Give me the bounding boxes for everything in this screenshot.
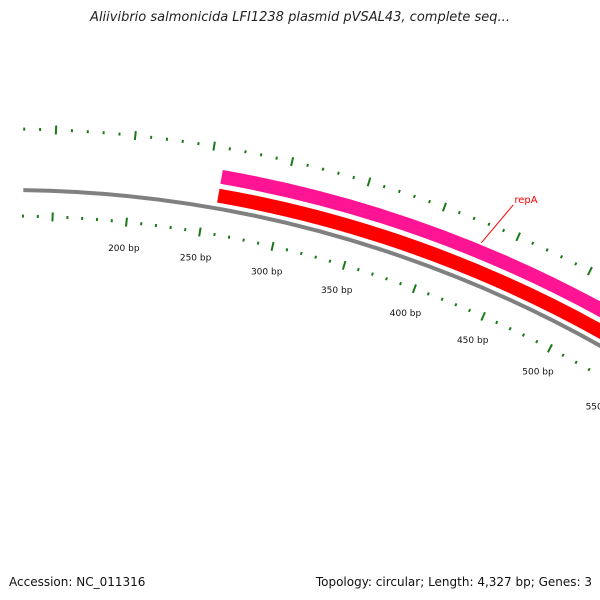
inner-tick: [561, 353, 565, 358]
outer-tick: [259, 153, 263, 157]
repA-label-line: [480, 204, 514, 244]
outer-tick: [366, 177, 372, 187]
outer-tick: [228, 147, 232, 151]
inner-tick: [426, 292, 430, 296]
outer-tick: [545, 248, 549, 252]
tick-labels: 200 bp 250 bp 300 bp 350 bp 400 bp 450 bp 500 …: [108, 244, 600, 413]
inner-tick: [495, 320, 499, 325]
tick-label: 250 bp: [180, 254, 212, 264]
inner-tick: [270, 241, 275, 252]
outer-tick: [457, 210, 461, 215]
outer-tick: [441, 202, 447, 212]
outer-tick: [290, 157, 295, 167]
outer-tick: [502, 228, 506, 233]
feature-arc-repA[interactable]: [220, 170, 600, 413]
tick-label: 400 bp: [390, 309, 422, 319]
inner-tick: [587, 367, 591, 372]
outer-tick: [244, 150, 247, 154]
inner-tick: [411, 284, 417, 294]
feature-arc-cds[interactable]: [217, 188, 600, 429]
inner-tick: [535, 339, 539, 344]
inner-tick: [299, 251, 303, 256]
inner-tick: [356, 267, 360, 272]
map-title: Aliivibrio salmonicida LFI1238 plasmid p…: [90, 10, 510, 25]
inner-tick: [480, 311, 486, 321]
outer-tick: [428, 199, 431, 204]
outer-tick: [337, 171, 340, 175]
inner-tick: [385, 277, 388, 281]
outer-tick: [531, 241, 535, 246]
outer-tick: [382, 184, 386, 189]
inner-tick: [454, 303, 458, 307]
plasmid-backbone: [23, 188, 600, 349]
tick-label: 450 bp: [457, 336, 489, 346]
outer-tick: [321, 167, 325, 171]
outer-tick: [212, 141, 216, 151]
inner-tick: [341, 260, 347, 270]
outer-tick: [413, 194, 416, 199]
inner-tick: [198, 227, 202, 237]
topology-summary: Topology: circular; Length: 4,327 bp; Ge…: [315, 575, 592, 589]
inner-tick: [285, 248, 289, 252]
tick-label: 200 bp: [108, 244, 140, 254]
outer-tick: [574, 262, 578, 266]
inner-tick: [213, 232, 216, 237]
tick-label: 550 bp: [586, 403, 600, 413]
repA-label[interactable]: repA: [514, 195, 537, 206]
inner-tick: [256, 241, 260, 245]
outer-tick: [133, 131, 137, 141]
inner-tick: [242, 238, 245, 242]
outer-tick: [559, 255, 564, 259]
outer-tick: [397, 189, 401, 194]
tick-label: 350 bp: [321, 286, 353, 296]
tick-label: 300 bp: [251, 268, 283, 278]
inner-tick: [314, 255, 318, 259]
outer-tick: [487, 222, 491, 227]
inner-tick: [508, 326, 512, 331]
inner-tick: [371, 272, 374, 276]
outer-tick: [586, 266, 593, 276]
outer-tick: [275, 156, 278, 160]
inner-tick-ring: [21, 212, 591, 372]
outer-tick-ring: [23, 125, 593, 276]
inner-tick: [468, 308, 472, 313]
tick-label: 500 bp: [522, 367, 554, 377]
inner-tick: [521, 333, 526, 337]
inner-tick: [399, 281, 402, 286]
accession-text: Accession: NC_011316: [9, 575, 146, 589]
outer-tick: [472, 216, 476, 221]
outer-tick: [306, 163, 309, 167]
inner-tick: [125, 217, 128, 227]
inner-tick: [328, 259, 332, 263]
inner-tick: [440, 297, 444, 302]
inner-tick: [574, 360, 578, 365]
outer-tick: [352, 175, 356, 180]
inner-tick: [227, 235, 231, 239]
outer-tick: [515, 232, 521, 242]
inner-tick: [547, 343, 553, 353]
